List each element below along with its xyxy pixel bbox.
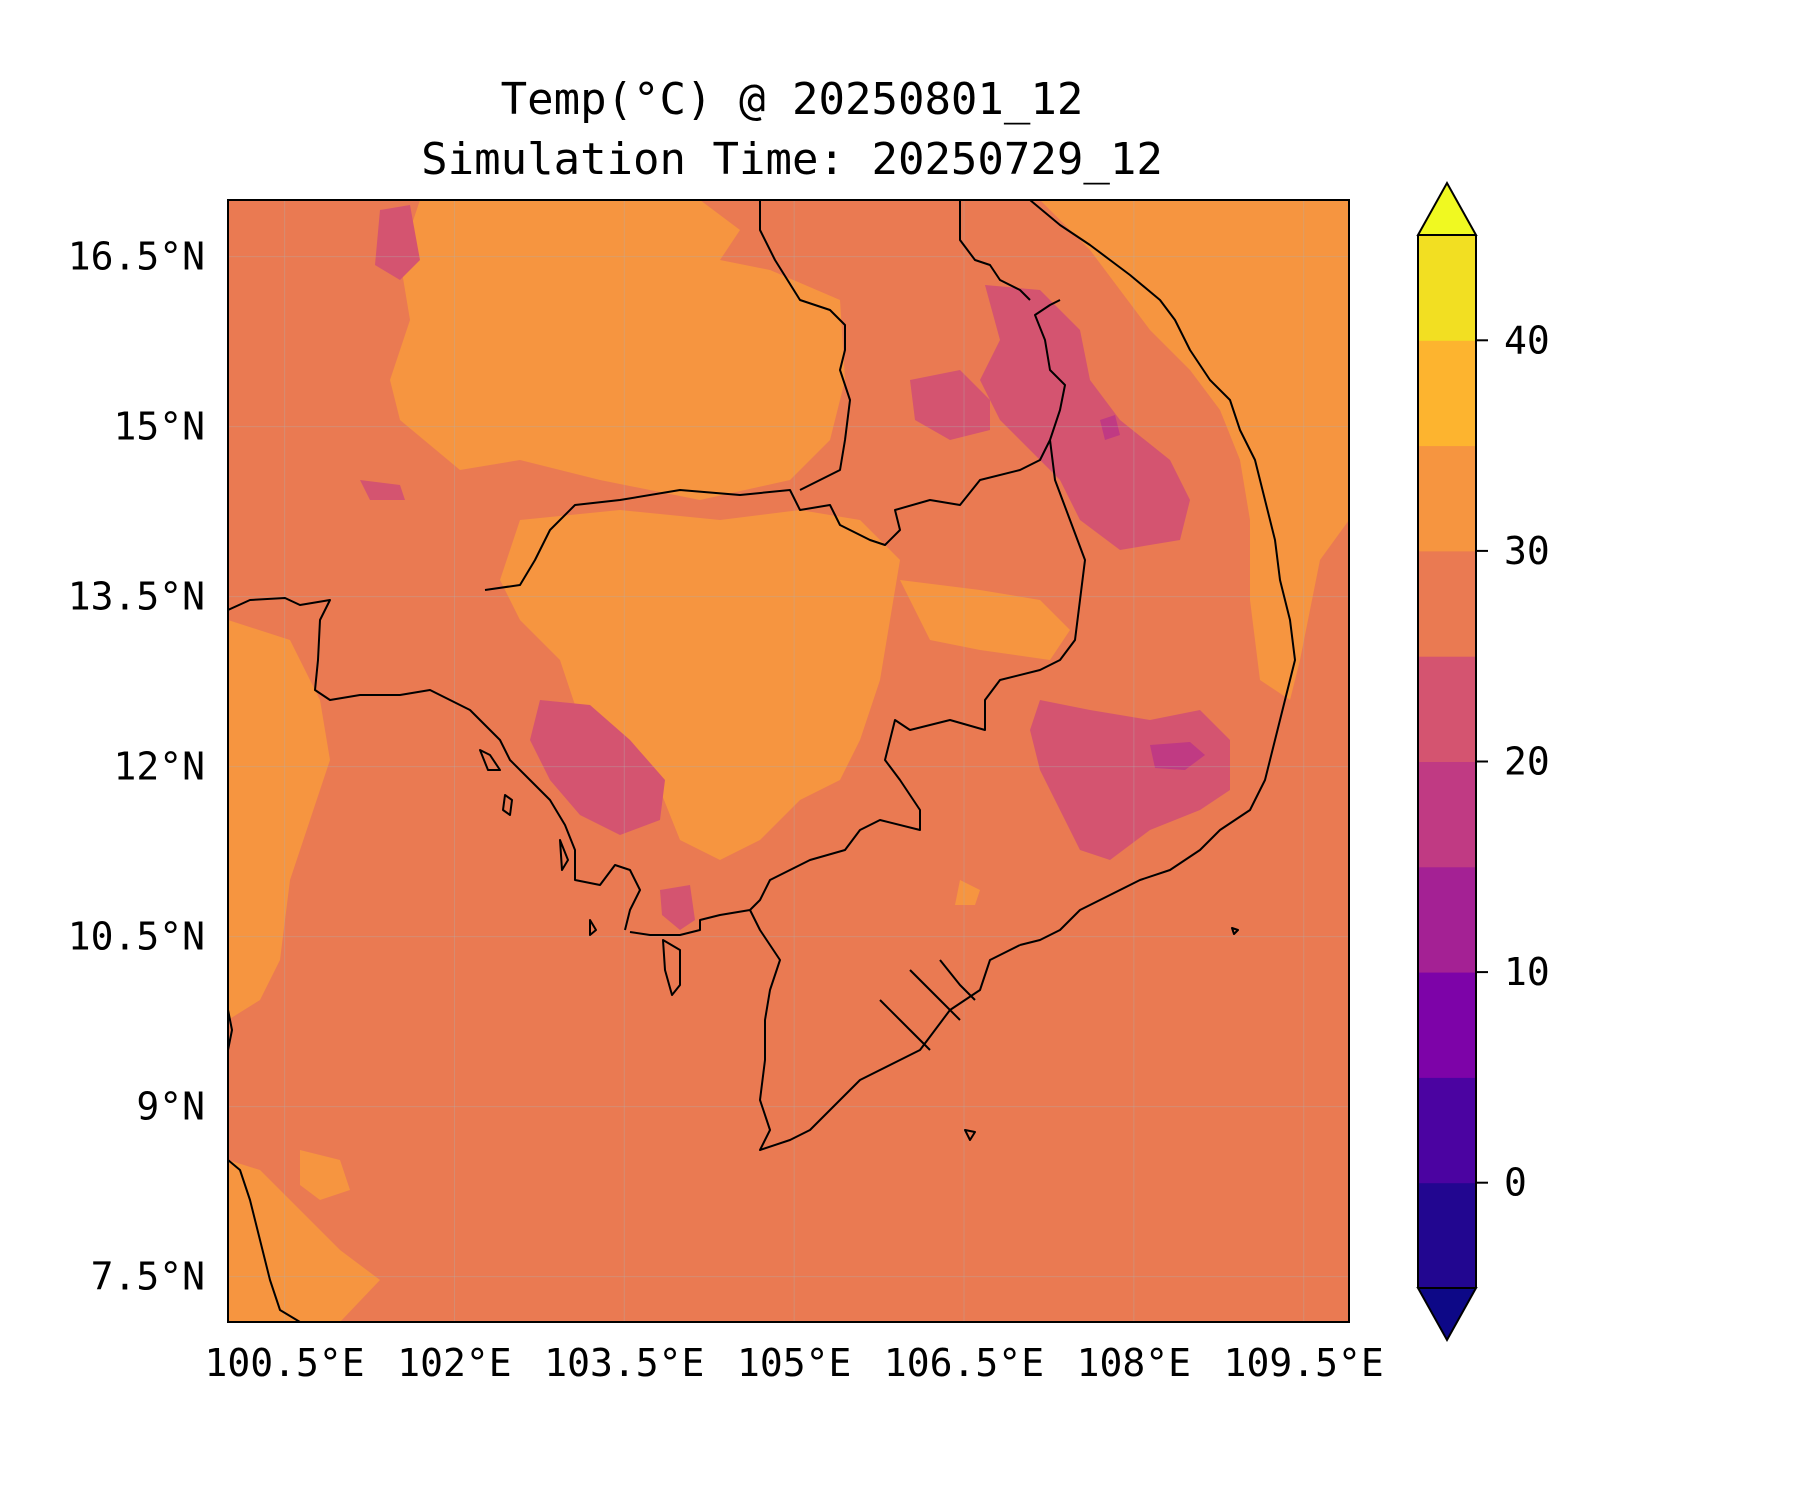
lat-tick-label: 16.5°N bbox=[68, 235, 205, 279]
colorbar-extend-min bbox=[1416, 1287, 1478, 1343]
map-frame bbox=[227, 199, 1350, 1323]
colorbar-segment bbox=[1418, 972, 1476, 1078]
colorbar-tick-label: 40 bbox=[1504, 318, 1550, 362]
colorbar-extend-max bbox=[1416, 180, 1478, 236]
colorbar-tick-label: 10 bbox=[1504, 950, 1550, 994]
map-gridlines bbox=[228, 200, 1349, 1322]
lat-tick-label: 12°N bbox=[113, 745, 205, 789]
lon-tick-label: 106.5°E bbox=[884, 1341, 1044, 1385]
lat-tick-label: 13.5°N bbox=[68, 575, 205, 619]
colorbar-segment bbox=[1418, 866, 1476, 973]
colorbar-segment bbox=[1418, 761, 1476, 868]
colorbar-segment bbox=[1418, 1077, 1476, 1184]
lat-tick-label: 7.5°N bbox=[91, 1255, 205, 1299]
colorbar-tick-label: 30 bbox=[1504, 529, 1550, 573]
lon-tick-label: 105°E bbox=[737, 1341, 851, 1385]
temperature-map bbox=[228, 200, 1349, 1322]
colorbar-segment bbox=[1418, 235, 1476, 341]
colorbar-tick-label: 0 bbox=[1504, 1161, 1527, 1205]
temperature-band-20-25 bbox=[360, 205, 1230, 930]
lon-tick-label: 109.5°E bbox=[1224, 1341, 1384, 1385]
colorbar-segment bbox=[1418, 550, 1476, 657]
lat-tick-label: 10.5°N bbox=[68, 915, 205, 959]
colorbar-segment bbox=[1418, 340, 1476, 447]
latitude-axis: 16.5°N 15°N 13.5°N 12°N 10.5°N 9°N 7.5°N bbox=[68, 235, 205, 1299]
lat-tick-label: 15°N bbox=[113, 405, 205, 449]
colorbar-segment bbox=[1418, 445, 1476, 552]
lon-tick-label: 102°E bbox=[397, 1341, 511, 1385]
temperature-band-30-35 bbox=[228, 200, 1349, 1322]
colorbar: 0 10 20 30 40 bbox=[1416, 180, 1550, 1343]
longitude-axis: 100.5°E 102°E 103.5°E 105°E 106.5°E 108°E 109.… bbox=[205, 1341, 1384, 1385]
lon-tick-label: 100.5°E bbox=[205, 1341, 365, 1385]
lon-tick-label: 108°E bbox=[1077, 1341, 1191, 1385]
colorbar-tick-label: 20 bbox=[1504, 740, 1550, 784]
colorbar-segment bbox=[1418, 656, 1476, 762]
temperature-band-15-20 bbox=[1100, 415, 1205, 770]
chart-subtitle: Simulation Time: 20250729_12 bbox=[421, 134, 1163, 185]
coastlines-and-borders bbox=[228, 200, 1296, 1322]
chart-title: Temp(°C) @ 20250801_12 bbox=[500, 74, 1084, 125]
colorbar-segment bbox=[1418, 1182, 1476, 1289]
lat-tick-label: 9°N bbox=[136, 1085, 205, 1129]
lon-tick-label: 103.5°E bbox=[544, 1341, 704, 1385]
